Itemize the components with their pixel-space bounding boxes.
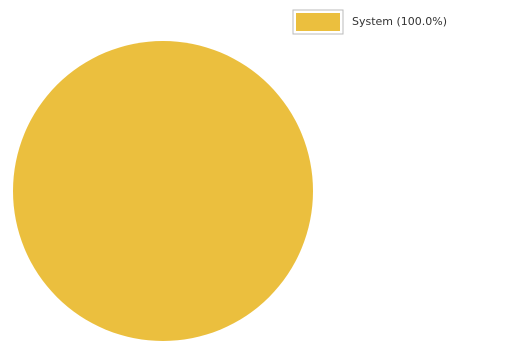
legend-swatch xyxy=(296,13,340,31)
legend-label: System (100.0%) xyxy=(352,15,447,28)
pie-slice xyxy=(13,41,313,341)
